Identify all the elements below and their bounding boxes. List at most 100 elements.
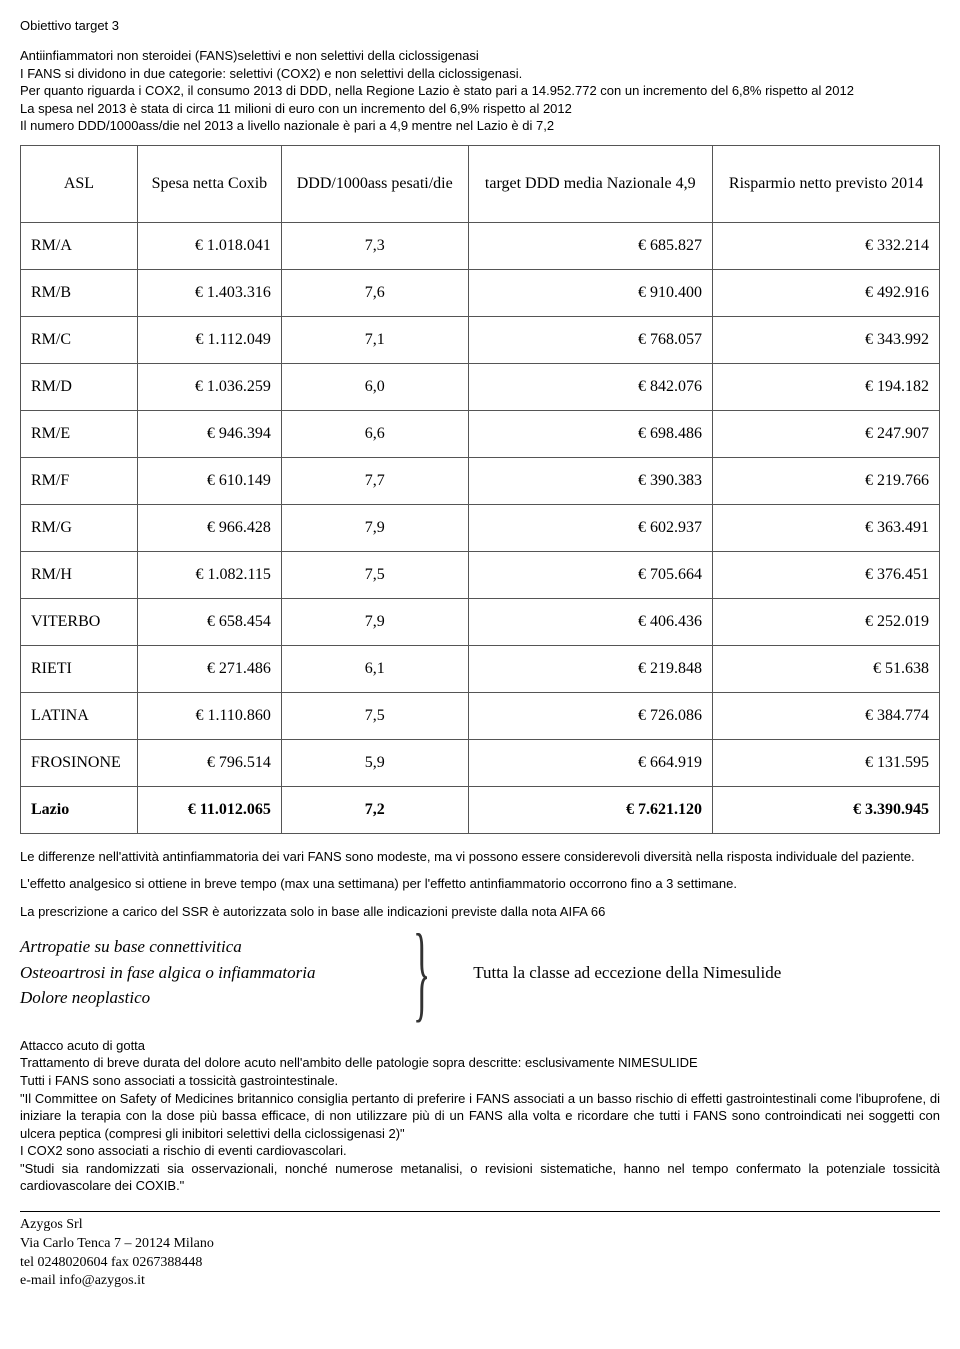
footer-company: Azygos Srl [20,1216,940,1235]
cell-ddd: 7,3 [281,222,468,269]
cell-risp: € 252.019 [712,598,939,645]
cell-risp: € 194.182 [712,363,939,410]
coxib-table: ASL Spesa netta Coxib DDD/1000ass pesati… [20,145,940,834]
cell-ddd: 7,6 [281,269,468,316]
cell-target: € 698.486 [468,410,712,457]
cell-target: € 685.827 [468,222,712,269]
cell-spesa: € 1.112.049 [137,316,281,363]
cell-ddd: 7,5 [281,551,468,598]
lower-p3: Tutti i FANS sono associati a tossicità … [20,1072,940,1090]
table-row: FROSINONE€ 796.5145,9€ 664.919€ 131.595 [21,739,940,786]
cell-ddd: 6,1 [281,645,468,692]
lower-p6: "Studi sia randomizzati sia osservaziona… [20,1160,940,1195]
cell-spesa: € 658.454 [137,598,281,645]
cell-target: € 842.076 [468,363,712,410]
cell-asl: RM/G [21,504,138,551]
cell-asl: LATINA [21,692,138,739]
table-row: RM/D€ 1.036.2596,0€ 842.076€ 194.182 [21,363,940,410]
cell-risp: € 51.638 [712,645,939,692]
table-row: LATINA€ 1.110.8607,5€ 726.086€ 384.774 [21,692,940,739]
cell-risp: € 332.214 [712,222,939,269]
cell-spesa: € 1.018.041 [137,222,281,269]
cell-risp: € 363.491 [712,504,939,551]
table-row: RIETI€ 271.4866,1€ 219.848€ 51.638 [21,645,940,692]
cell-ddd: 7,7 [281,457,468,504]
cell-asl: RIETI [21,645,138,692]
cell-spesa: € 1.082.115 [137,551,281,598]
table-row: RM/E€ 946.3946,6€ 698.486€ 247.907 [21,410,940,457]
cell-asl: FROSINONE [21,739,138,786]
table-total-row: Lazio€ 11.012.0657,2€ 7.621.120€ 3.390.9… [21,786,940,833]
intro-line-2: I FANS si dividono in due categorie: sel… [20,65,940,83]
cell-ddd: 7,9 [281,598,468,645]
cell-risp: € 384.774 [712,692,939,739]
intro-line-4: La spesa nel 2013 è stata di circa 11 mi… [20,100,940,118]
col-spesa: Spesa netta Coxib [137,145,281,222]
cell-ddd: 7,5 [281,692,468,739]
cell-asl: RM/A [21,222,138,269]
cell-risp: € 131.595 [712,739,939,786]
cell-ddd: 7,9 [281,504,468,551]
cell-spesa: € 1.403.316 [137,269,281,316]
cell-target: € 219.848 [468,645,712,692]
cell-target: € 768.057 [468,316,712,363]
mid-p2: L'effetto analgesico si ottiene in breve… [20,875,940,893]
footer-address: Via Carlo Tenca 7 – 20124 Milano [20,1235,940,1254]
cell-spesa: € 1.036.259 [137,363,281,410]
col-asl: ASL [21,145,138,222]
col-ddd: DDD/1000ass pesati/die [281,145,468,222]
footer-phone: tel 0248020604 fax 0267388448 [20,1254,940,1273]
cell-spesa: € 271.486 [137,645,281,692]
indication-3: Dolore neoplastico [20,985,390,1011]
col-target: target DDD media Nazionale 4,9 [468,145,712,222]
lower-p1: Attacco acuto di gotta [20,1037,940,1055]
intro-line-5: Il numero DDD/1000ass/die nel 2013 a liv… [20,117,940,135]
cell-risp: € 343.992 [712,316,939,363]
table-row: RM/A€ 1.018.0417,3€ 685.827€ 332.214 [21,222,940,269]
indication-2: Osteoartrosi in fase algica o infiammato… [20,960,390,986]
table-row: RM/C€ 1.112.0497,1€ 768.057€ 343.992 [21,316,940,363]
cell-target: € 705.664 [468,551,712,598]
intro-block: Antiinfiammatori non steroidei (FANS)sel… [20,47,940,135]
brace-icon: } [413,924,430,1021]
cell-spesa: € 796.514 [137,739,281,786]
lower-p2: Trattamento di breve durata del dolore a… [20,1054,940,1072]
table-row: RM/B€ 1.403.3167,6€ 910.400€ 492.916 [21,269,940,316]
page-title: Obiettivo target 3 [20,18,940,33]
cell-risp: € 492.916 [712,269,939,316]
table-row: RM/G€ 966.4287,9€ 602.937€ 363.491 [21,504,940,551]
cell-asl: RM/B [21,269,138,316]
cell-target: € 7.621.120 [468,786,712,833]
cell-ddd: 5,9 [281,739,468,786]
cell-ddd: 7,1 [281,316,468,363]
lower-p5: I COX2 sono associati a rischio di event… [20,1142,940,1160]
indication-1: Artropatie su base connettivitica [20,934,390,960]
cell-risp: € 3.390.945 [712,786,939,833]
indications-block: Artropatie su base connettivitica Osteoa… [20,926,940,1019]
indications-right: Tutta la classe ad eccezione della Nimes… [473,961,781,985]
cell-risp: € 247.907 [712,410,939,457]
cell-spesa: € 946.394 [137,410,281,457]
table-row: RM/H€ 1.082.1157,5€ 705.664€ 376.451 [21,551,940,598]
table-row: VITERBO€ 658.4547,9€ 406.436€ 252.019 [21,598,940,645]
cell-asl: RM/H [21,551,138,598]
cell-target: € 390.383 [468,457,712,504]
intro-line-1: Antiinfiammatori non steroidei (FANS)sel… [20,47,940,65]
table-header-row: ASL Spesa netta Coxib DDD/1000ass pesati… [21,145,940,222]
cell-target: € 664.919 [468,739,712,786]
cell-spesa: € 1.110.860 [137,692,281,739]
cell-asl: RM/E [21,410,138,457]
table-row: RM/F€ 610.1497,7€ 390.383€ 219.766 [21,457,940,504]
cell-target: € 726.086 [468,692,712,739]
cell-target: € 910.400 [468,269,712,316]
cell-spesa: € 966.428 [137,504,281,551]
cell-risp: € 219.766 [712,457,939,504]
cell-asl: VITERBO [21,598,138,645]
cell-asl: RM/D [21,363,138,410]
mid-p3: La prescrizione a carico del SSR è autor… [20,903,940,921]
footer-email: e-mail info@azygos.it [20,1272,940,1291]
footer-block: Azygos Srl Via Carlo Tenca 7 – 20124 Mil… [20,1216,940,1292]
indications-left: Artropatie su base connettivitica Osteoa… [20,926,390,1019]
cell-ddd: 7,2 [281,786,468,833]
cell-target: € 602.937 [468,504,712,551]
